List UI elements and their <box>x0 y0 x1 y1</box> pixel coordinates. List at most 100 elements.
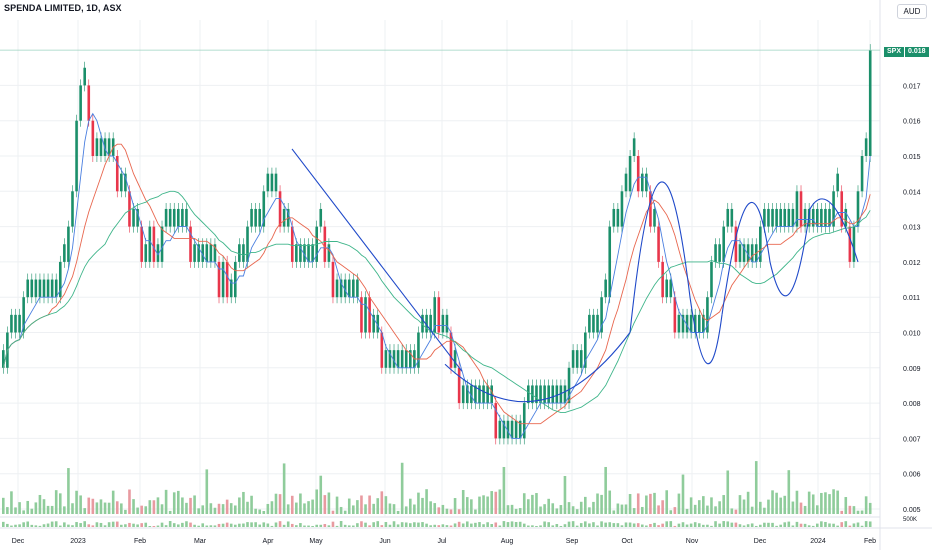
volume-sub-bar <box>246 522 249 527</box>
volume-bar <box>567 502 571 514</box>
volume-bar <box>563 475 567 514</box>
volume-sub-bar <box>404 522 408 527</box>
volume-sub-bar <box>124 524 127 527</box>
volume-bar <box>722 495 725 514</box>
volume-bar <box>767 499 770 514</box>
volume-sub-bar <box>848 525 852 527</box>
volume-sub-bar <box>470 523 473 527</box>
volume-bar <box>811 494 815 514</box>
volume-bar <box>510 504 514 514</box>
candle-body <box>140 226 143 262</box>
volume-sub-bar <box>87 524 91 527</box>
volume-bar <box>759 501 762 514</box>
candle-body <box>433 297 437 333</box>
candle-body <box>461 385 465 404</box>
volume-sub-bar <box>714 521 717 527</box>
volume-bar <box>270 501 274 514</box>
candle-body <box>551 385 555 404</box>
y-tick-label: 0.007 <box>903 436 921 443</box>
candle-body <box>718 244 721 262</box>
volume-sub-bar <box>649 523 652 527</box>
volume-sub-bar <box>360 521 363 527</box>
candle-body <box>429 314 432 333</box>
volume-bar <box>132 499 135 514</box>
volume-sub-bar <box>449 525 453 527</box>
volume-bar <box>636 493 640 514</box>
volume-bar <box>518 508 522 514</box>
volume-bar <box>775 492 778 514</box>
candle-body <box>816 208 819 227</box>
candle-body <box>750 244 754 262</box>
candle-body <box>795 191 799 227</box>
volume-bar <box>282 463 286 514</box>
volume-bar <box>2 497 5 514</box>
volume-sub-bar <box>681 522 685 527</box>
volume-sub-bar <box>286 521 290 527</box>
volume-bar <box>661 500 664 514</box>
volume-sub-bar <box>63 522 66 527</box>
candle-body <box>376 314 380 333</box>
x-tick-label: 2023 <box>70 538 86 545</box>
volume-bar <box>498 489 502 514</box>
volume-sub-bar <box>315 524 318 527</box>
candle-body <box>791 208 795 227</box>
volume-sub-bar <box>225 522 229 527</box>
volume-bar <box>531 494 534 514</box>
volume-bar <box>10 491 13 514</box>
volume-bar <box>588 507 591 514</box>
volume-bar <box>665 490 669 514</box>
candle-body <box>327 244 331 262</box>
volume-sub-bar <box>860 525 864 527</box>
volume-bar <box>303 503 306 514</box>
volume-bar <box>632 508 636 514</box>
candle-body <box>331 261 335 298</box>
volume-sub-bar <box>99 522 103 527</box>
candle-body <box>437 297 441 333</box>
x-tick-label: Sep <box>566 538 579 545</box>
candle-body <box>596 314 599 333</box>
candle-body <box>193 244 196 262</box>
volume-bar <box>404 506 408 514</box>
candle-body <box>396 350 400 368</box>
volume-bar <box>681 474 685 514</box>
candle-body <box>673 297 677 333</box>
candle-body <box>632 138 636 156</box>
candle-body <box>120 173 123 192</box>
volume-sub-bar <box>482 524 485 527</box>
volume-sub-bar <box>91 525 95 527</box>
candle-body <box>490 385 493 404</box>
volume-bar <box>645 495 648 514</box>
candle-body <box>392 350 396 368</box>
volume-bar <box>653 492 656 514</box>
volume-bar <box>486 496 489 514</box>
volume-bar <box>559 505 563 514</box>
candle-body <box>567 367 571 404</box>
candle-body <box>356 279 359 298</box>
volume-sub-bar <box>46 523 50 527</box>
volume-sub-bar <box>579 523 583 527</box>
currency-button[interactable]: AUD <box>897 4 927 19</box>
volume-sub-bar <box>661 523 664 527</box>
volume-bar <box>836 490 839 514</box>
volume-sub-bar <box>425 523 428 527</box>
volume-sub-bar <box>836 525 839 527</box>
volume-bar <box>136 507 139 514</box>
volume-bar <box>185 502 188 514</box>
volume-bar <box>441 504 445 514</box>
moving-average-line <box>2 190 871 414</box>
volume-bar <box>164 489 168 514</box>
volume-bar <box>604 466 607 514</box>
candle-body <box>205 244 209 262</box>
candle-body <box>779 208 782 227</box>
volume-sub-bar <box>388 524 392 527</box>
volume-bar <box>201 505 205 514</box>
volume-bar <box>539 506 542 514</box>
volume-bar <box>848 505 852 514</box>
volume-bar <box>844 497 848 514</box>
volume-bar <box>697 500 701 514</box>
volume-bar <box>372 503 375 514</box>
volume-sub-bar <box>441 524 445 527</box>
volume-sub-bar <box>262 522 266 527</box>
volume-bar <box>197 508 200 514</box>
